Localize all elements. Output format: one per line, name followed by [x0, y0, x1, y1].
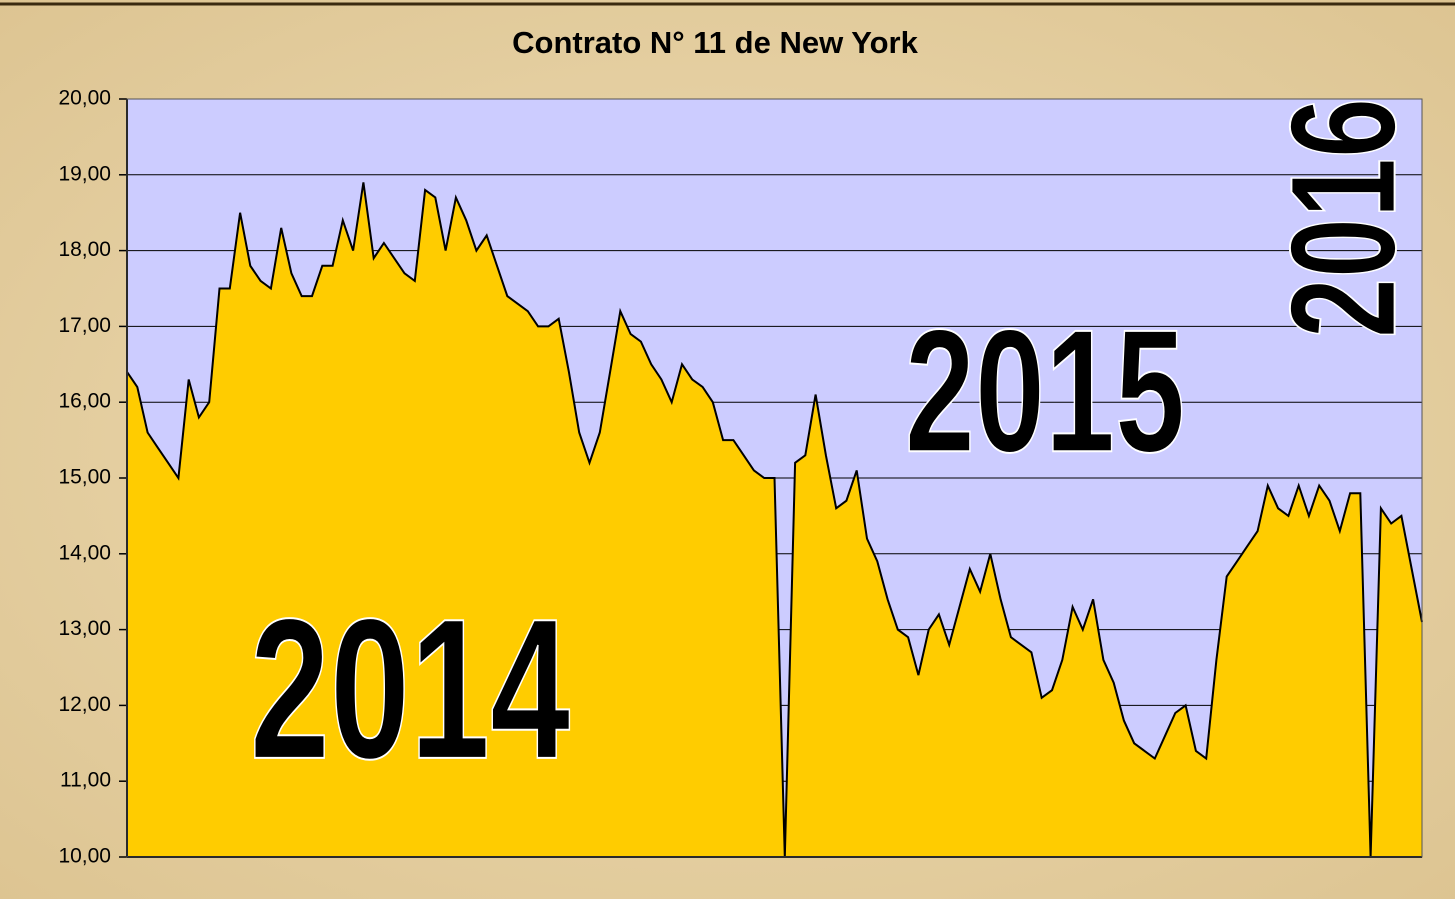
year-label: 2014: [250, 576, 570, 800]
y-tick-label: 10,00: [58, 845, 111, 868]
y-tick-label: 14,00: [58, 541, 111, 564]
y-tick-label: 11,00: [60, 769, 111, 792]
y-tick-label: 20,00: [58, 87, 111, 110]
year-label: 2015: [905, 294, 1185, 489]
y-tick-label: 19,00: [58, 162, 111, 185]
y-tick-label: 15,00: [58, 466, 111, 489]
line: [126, 182, 1423, 858]
y-tick-label: 13,00: [58, 617, 111, 640]
chart-title: Contrato N° 11 de New York: [512, 25, 918, 60]
plot-border: [126, 98, 1423, 858]
y-tick-label: 16,00: [58, 390, 111, 413]
year-label: 2016: [1259, 98, 1427, 338]
y-tick-label: 17,00: [58, 314, 111, 337]
y-tick-label: 12,00: [58, 693, 111, 716]
area: [127, 182, 1422, 857]
y-tick-label: 18,00: [58, 238, 111, 261]
